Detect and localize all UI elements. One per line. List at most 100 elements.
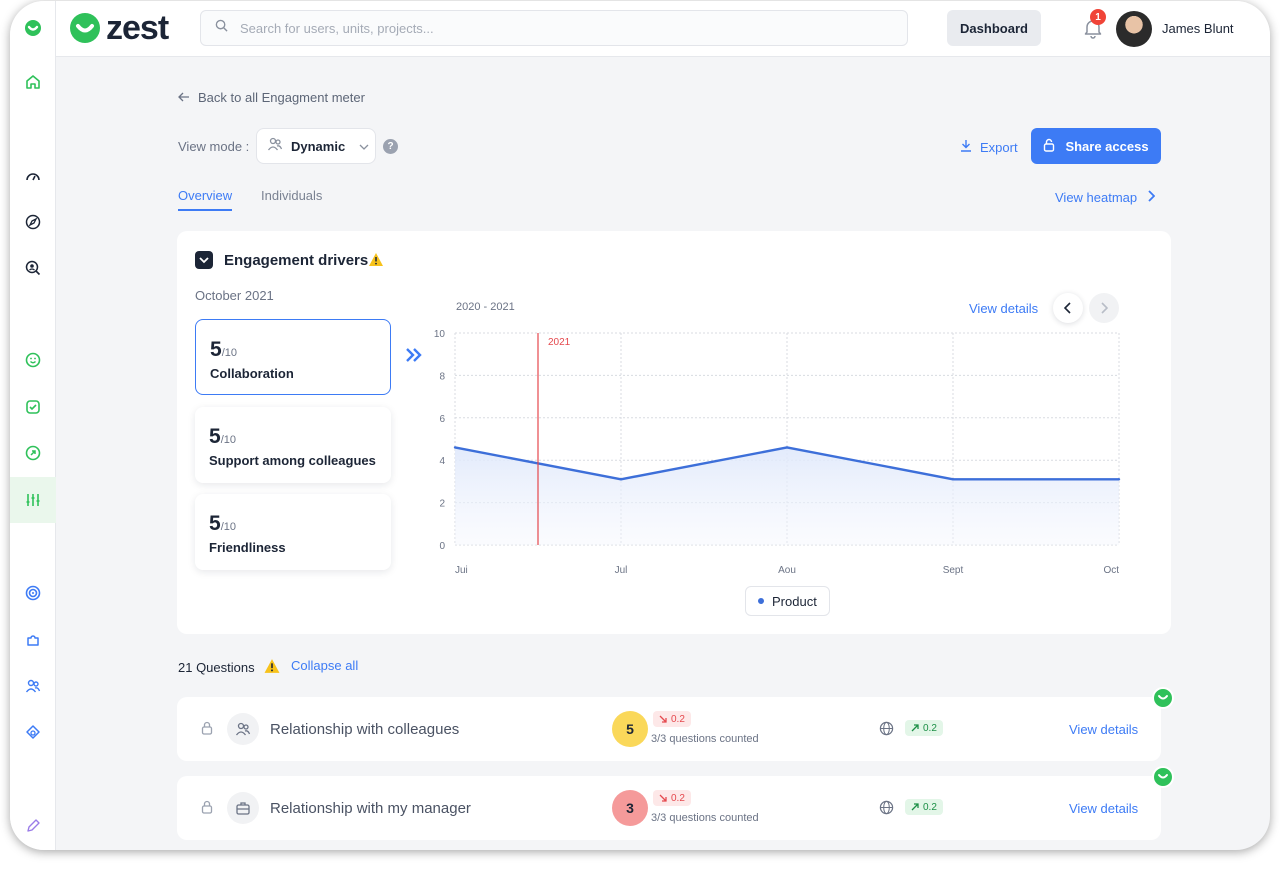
lock-open-icon <box>1043 138 1055 155</box>
target-icon[interactable] <box>10 578 56 608</box>
sliders-icon[interactable] <box>10 477 56 523</box>
arrow-up-right-icon <box>911 724 919 732</box>
metric-label: Collaboration <box>210 366 294 381</box>
view-heatmap-label: View heatmap <box>1055 190 1138 205</box>
metric-scale: /10 <box>220 521 236 533</box>
view-heatmap-link[interactable]: View heatmap <box>1055 190 1156 205</box>
smile-icon <box>1152 766 1174 788</box>
question-row[interactable]: Relationship with my manager 3 0.2 3/3 q… <box>177 766 1174 840</box>
period-label: October 2021 <box>195 288 274 303</box>
chevron-down-icon <box>359 137 369 155</box>
search-input[interactable] <box>238 19 838 37</box>
view-mode-select[interactable]: Dynamic <box>256 128 376 164</box>
x-tick-label: Sept <box>943 565 964 576</box>
metric-label: Support among colleagues <box>209 453 376 468</box>
x-tick-label: Jui <box>455 565 468 576</box>
help-icon[interactable]: ? <box>383 139 398 154</box>
data-point <box>453 446 457 449</box>
metric-scale: /10 <box>220 434 236 446</box>
dashboard-button[interactable]: Dashboard <box>947 10 1041 46</box>
x-tick-label: Aou <box>778 565 796 576</box>
arrow-left-icon <box>178 90 190 105</box>
back-link[interactable]: Back to all Engagment meter <box>178 90 365 105</box>
share-access-button[interactable]: Share access <box>1031 128 1161 164</box>
search-icon <box>215 19 228 37</box>
view-details-link[interactable]: View details <box>1069 722 1139 737</box>
checkbox-checked[interactable] <box>195 251 213 269</box>
lock-icon <box>201 800 213 819</box>
y-tick-label: 8 <box>439 371 445 382</box>
tab-individuals[interactable]: Individuals <box>261 188 323 203</box>
checkbox-icon[interactable] <box>10 392 56 422</box>
avatar[interactable] <box>1116 11 1152 47</box>
engagement-drivers-card: Engagement drivers October 2021 5/10 Col… <box>177 231 1171 634</box>
questions-count: 21 Questions <box>178 658 281 677</box>
warning-icon <box>263 658 281 677</box>
globe-icon <box>879 800 894 820</box>
year-marker-label: 2021 <box>548 337 571 348</box>
shapes-icon[interactable] <box>10 717 56 747</box>
data-point <box>1117 478 1121 481</box>
download-icon <box>960 139 972 155</box>
home-icon[interactable] <box>10 67 56 97</box>
arrow-circle-icon[interactable] <box>10 438 56 468</box>
search-bar[interactable] <box>200 10 908 46</box>
user-name[interactable]: James Blunt <box>1162 21 1234 36</box>
chart-view-details-link[interactable]: View details <box>969 301 1039 316</box>
data-point <box>785 446 789 449</box>
chart-range-label: 2020 - 2021 <box>456 301 515 313</box>
view-details-link[interactable]: View details <box>1069 801 1139 816</box>
tab-overview[interactable]: Overview <box>178 188 233 211</box>
notification-badge: 1 <box>1090 9 1106 25</box>
zest-logo-icon[interactable] <box>10 13 56 43</box>
double-chevron-right-icon <box>405 347 423 368</box>
chart-next-button[interactable] <box>1089 293 1119 323</box>
y-tick-label: 0 <box>439 541 445 552</box>
metric-card-support[interactable]: 5/10 Support among colleagues <box>195 407 391 483</box>
chart-prev-button[interactable] <box>1053 293 1083 323</box>
delta-up-value: 0.2 <box>923 801 937 813</box>
question-row[interactable]: Relationship with colleagues 5 0.2 3/3 q… <box>177 687 1174 761</box>
legend-label: Product <box>772 593 817 609</box>
card-title: Engagement drivers <box>224 252 369 269</box>
y-tick-label: 2 <box>439 499 445 510</box>
metric-card-friendliness[interactable]: 5/10 Friendliness <box>195 494 391 570</box>
delta-down-value: 0.2 <box>671 713 685 725</box>
view-mode-label: View mode : <box>178 139 250 154</box>
data-point <box>619 478 623 481</box>
delta-up-badge: 0.2 <box>905 799 943 815</box>
export-label: Export <box>980 139 1018 155</box>
metric-scale: /10 <box>221 347 237 359</box>
arrow-up-right-icon <box>911 803 919 811</box>
x-tick-label: Oct <box>1103 565 1119 576</box>
users-icon[interactable] <box>10 671 56 701</box>
brand-logo[interactable]: zest <box>70 9 169 47</box>
engagement-line-chart: 0 2 4 6 8 10 Jui Jul Aou Sept Oct 2021 <box>434 329 1121 576</box>
delta-down-value: 0.2 <box>671 792 685 804</box>
metric-card-collaboration[interactable]: 5/10 Collaboration <box>195 319 391 395</box>
search-user-icon[interactable] <box>10 253 56 283</box>
brand-name: zest <box>106 9 169 47</box>
question-title: Relationship with colleagues <box>270 721 460 738</box>
metric-label: Friendliness <box>209 540 286 555</box>
sidebar <box>10 1 56 850</box>
metric-score: 5 <box>209 425 221 448</box>
legend-dot <box>758 598 764 604</box>
delta-down-badge: 0.2 <box>653 711 691 727</box>
compass-icon[interactable] <box>10 207 56 237</box>
app-window: zest Dashboard 1 James Blunt Back to all… <box>10 1 1270 850</box>
smile-icon <box>1152 687 1174 709</box>
users-icon <box>267 136 283 157</box>
chart-legend[interactable]: Product <box>745 586 830 616</box>
smile-icon[interactable] <box>10 345 56 375</box>
pen-icon[interactable] <box>10 811 56 841</box>
question-score: 5 <box>612 711 648 747</box>
puzzle-icon[interactable] <box>10 625 56 655</box>
delta-up-value: 0.2 <box>923 722 937 734</box>
collapse-all-link[interactable]: Collapse all <box>291 658 359 673</box>
gauge-icon[interactable] <box>10 161 56 191</box>
view-mode-value: Dynamic <box>291 138 346 154</box>
export-button[interactable]: Export <box>960 139 1018 155</box>
questions-counted: 3/3 questions counted <box>651 733 759 745</box>
metric-score: 5 <box>209 512 221 535</box>
